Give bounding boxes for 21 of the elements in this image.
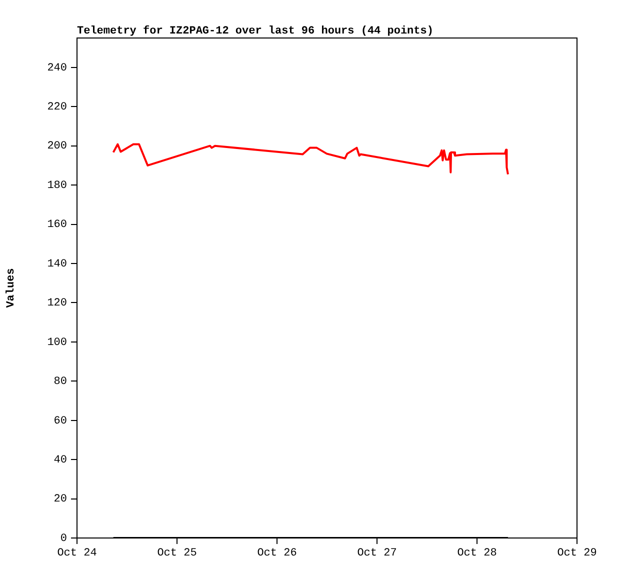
x-tick-label: Oct 29	[557, 548, 597, 560]
y-axis-title: Values	[5, 268, 18, 308]
x-tick-label: Oct 27	[357, 548, 397, 560]
y-tick-label: 200	[47, 140, 67, 153]
y-tick-label: 120	[47, 298, 67, 310]
x-tick-label: Oct 28	[457, 548, 497, 560]
y-tick-label: 220	[47, 102, 67, 114]
x-tick-label: Oct 24	[57, 548, 98, 560]
x-tick-label: Oct 25	[157, 548, 197, 560]
y-tick-label: 0	[60, 532, 67, 545]
y-tick-label: 140	[47, 258, 67, 270]
y-tick-label: 240	[47, 62, 67, 74]
y-tick-label: 180	[47, 180, 67, 192]
y-tick-label: 20	[54, 494, 67, 506]
y-tick-label: 80	[54, 376, 67, 388]
y-tick-label: 40	[54, 454, 67, 466]
y-tick-label: 160	[47, 219, 67, 232]
y-tick-label: 100	[47, 336, 67, 349]
y-tick-label: 60	[54, 415, 67, 428]
x-tick-label: Oct 26	[257, 548, 297, 560]
chart-title: Telemetry for IZ2PAG-12 over last 96 hours (44 points)	[77, 24, 434, 38]
